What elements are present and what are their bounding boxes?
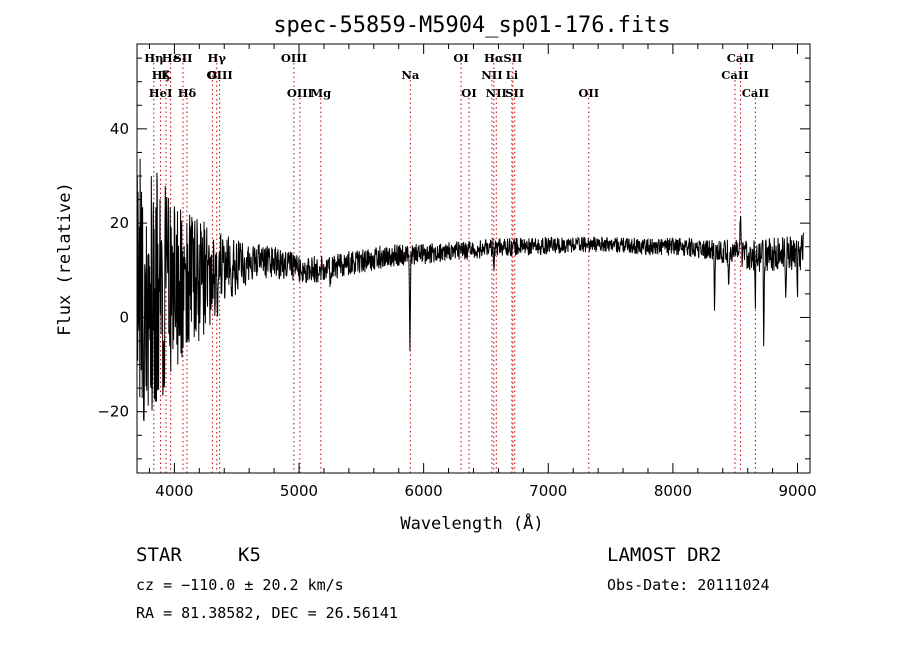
- line-marker-label: OIII: [287, 86, 313, 100]
- line-marker-label: Hγ: [208, 51, 227, 65]
- line-marker-label: NII: [481, 68, 502, 82]
- object-class: STAR: [136, 544, 182, 566]
- x-tick-label: 4000: [155, 482, 193, 500]
- line-marker-label: OIII: [281, 51, 307, 65]
- line-marker-label: NII: [486, 86, 507, 100]
- line-marker-label: Mg: [310, 86, 331, 100]
- x-tick-label: 8000: [654, 482, 692, 500]
- axis-ticks: 4000 5000 6000 7000 8000 9000 −20 0 20 40: [97, 44, 817, 500]
- line-marker-label: OI: [461, 86, 476, 100]
- redshift-velocity: cz = −110.0 ± 20.2 km/s: [136, 576, 344, 594]
- x-tick-label: 9000: [778, 482, 816, 500]
- line-marker-label: G: [207, 68, 217, 82]
- line-marker-label: SII: [505, 86, 524, 100]
- line-marker-label: Li: [506, 68, 519, 82]
- line-marker-label: Hη: [144, 51, 163, 65]
- line-marker-label: OIII: [207, 68, 233, 82]
- y-tick-label: −20: [97, 403, 129, 421]
- line-marker-label: CaII: [727, 51, 754, 65]
- line-marker-label: CaII: [721, 68, 748, 82]
- line-marker-label: Hζ: [152, 68, 170, 82]
- line-marker-label: HeI: [149, 86, 173, 100]
- x-tick-label: 6000: [405, 482, 443, 500]
- spectrum-line: [136, 158, 804, 422]
- survey-name: LAMOST DR2: [607, 544, 721, 566]
- spectrum-series: [136, 158, 804, 422]
- y-axis-label: Flux (relative): [55, 182, 75, 336]
- line-marker-label: OI: [453, 51, 468, 65]
- line-marker-label: SII: [173, 51, 192, 65]
- line-marker-label: Na: [401, 68, 420, 82]
- line-marker-label: Hε: [162, 51, 180, 65]
- observation-date: Obs-Date: 20111024: [607, 576, 770, 594]
- line-marker-label: Hδ: [178, 86, 197, 100]
- line-marker-label: Hα: [484, 51, 504, 65]
- line-marker-label: SII: [503, 51, 522, 65]
- object-subclass: K5: [238, 544, 261, 566]
- chart-title: spec-55859-M5904_sp01-176.fits: [273, 13, 670, 38]
- y-tick-label: 20: [110, 214, 129, 232]
- line-marker-label: K: [161, 68, 172, 82]
- line-marker-label: CaII: [742, 86, 769, 100]
- line-marker-label: OII: [578, 86, 599, 100]
- x-axis-label: Wavelength (Å): [400, 512, 543, 534]
- y-tick-label: 40: [110, 120, 129, 138]
- x-tick-label: 5000: [280, 482, 318, 500]
- x-tick-label: 7000: [529, 482, 567, 500]
- y-tick-label: 0: [119, 308, 129, 326]
- sky-coordinates: RA = 81.38582, DEC = 26.56141: [136, 604, 398, 622]
